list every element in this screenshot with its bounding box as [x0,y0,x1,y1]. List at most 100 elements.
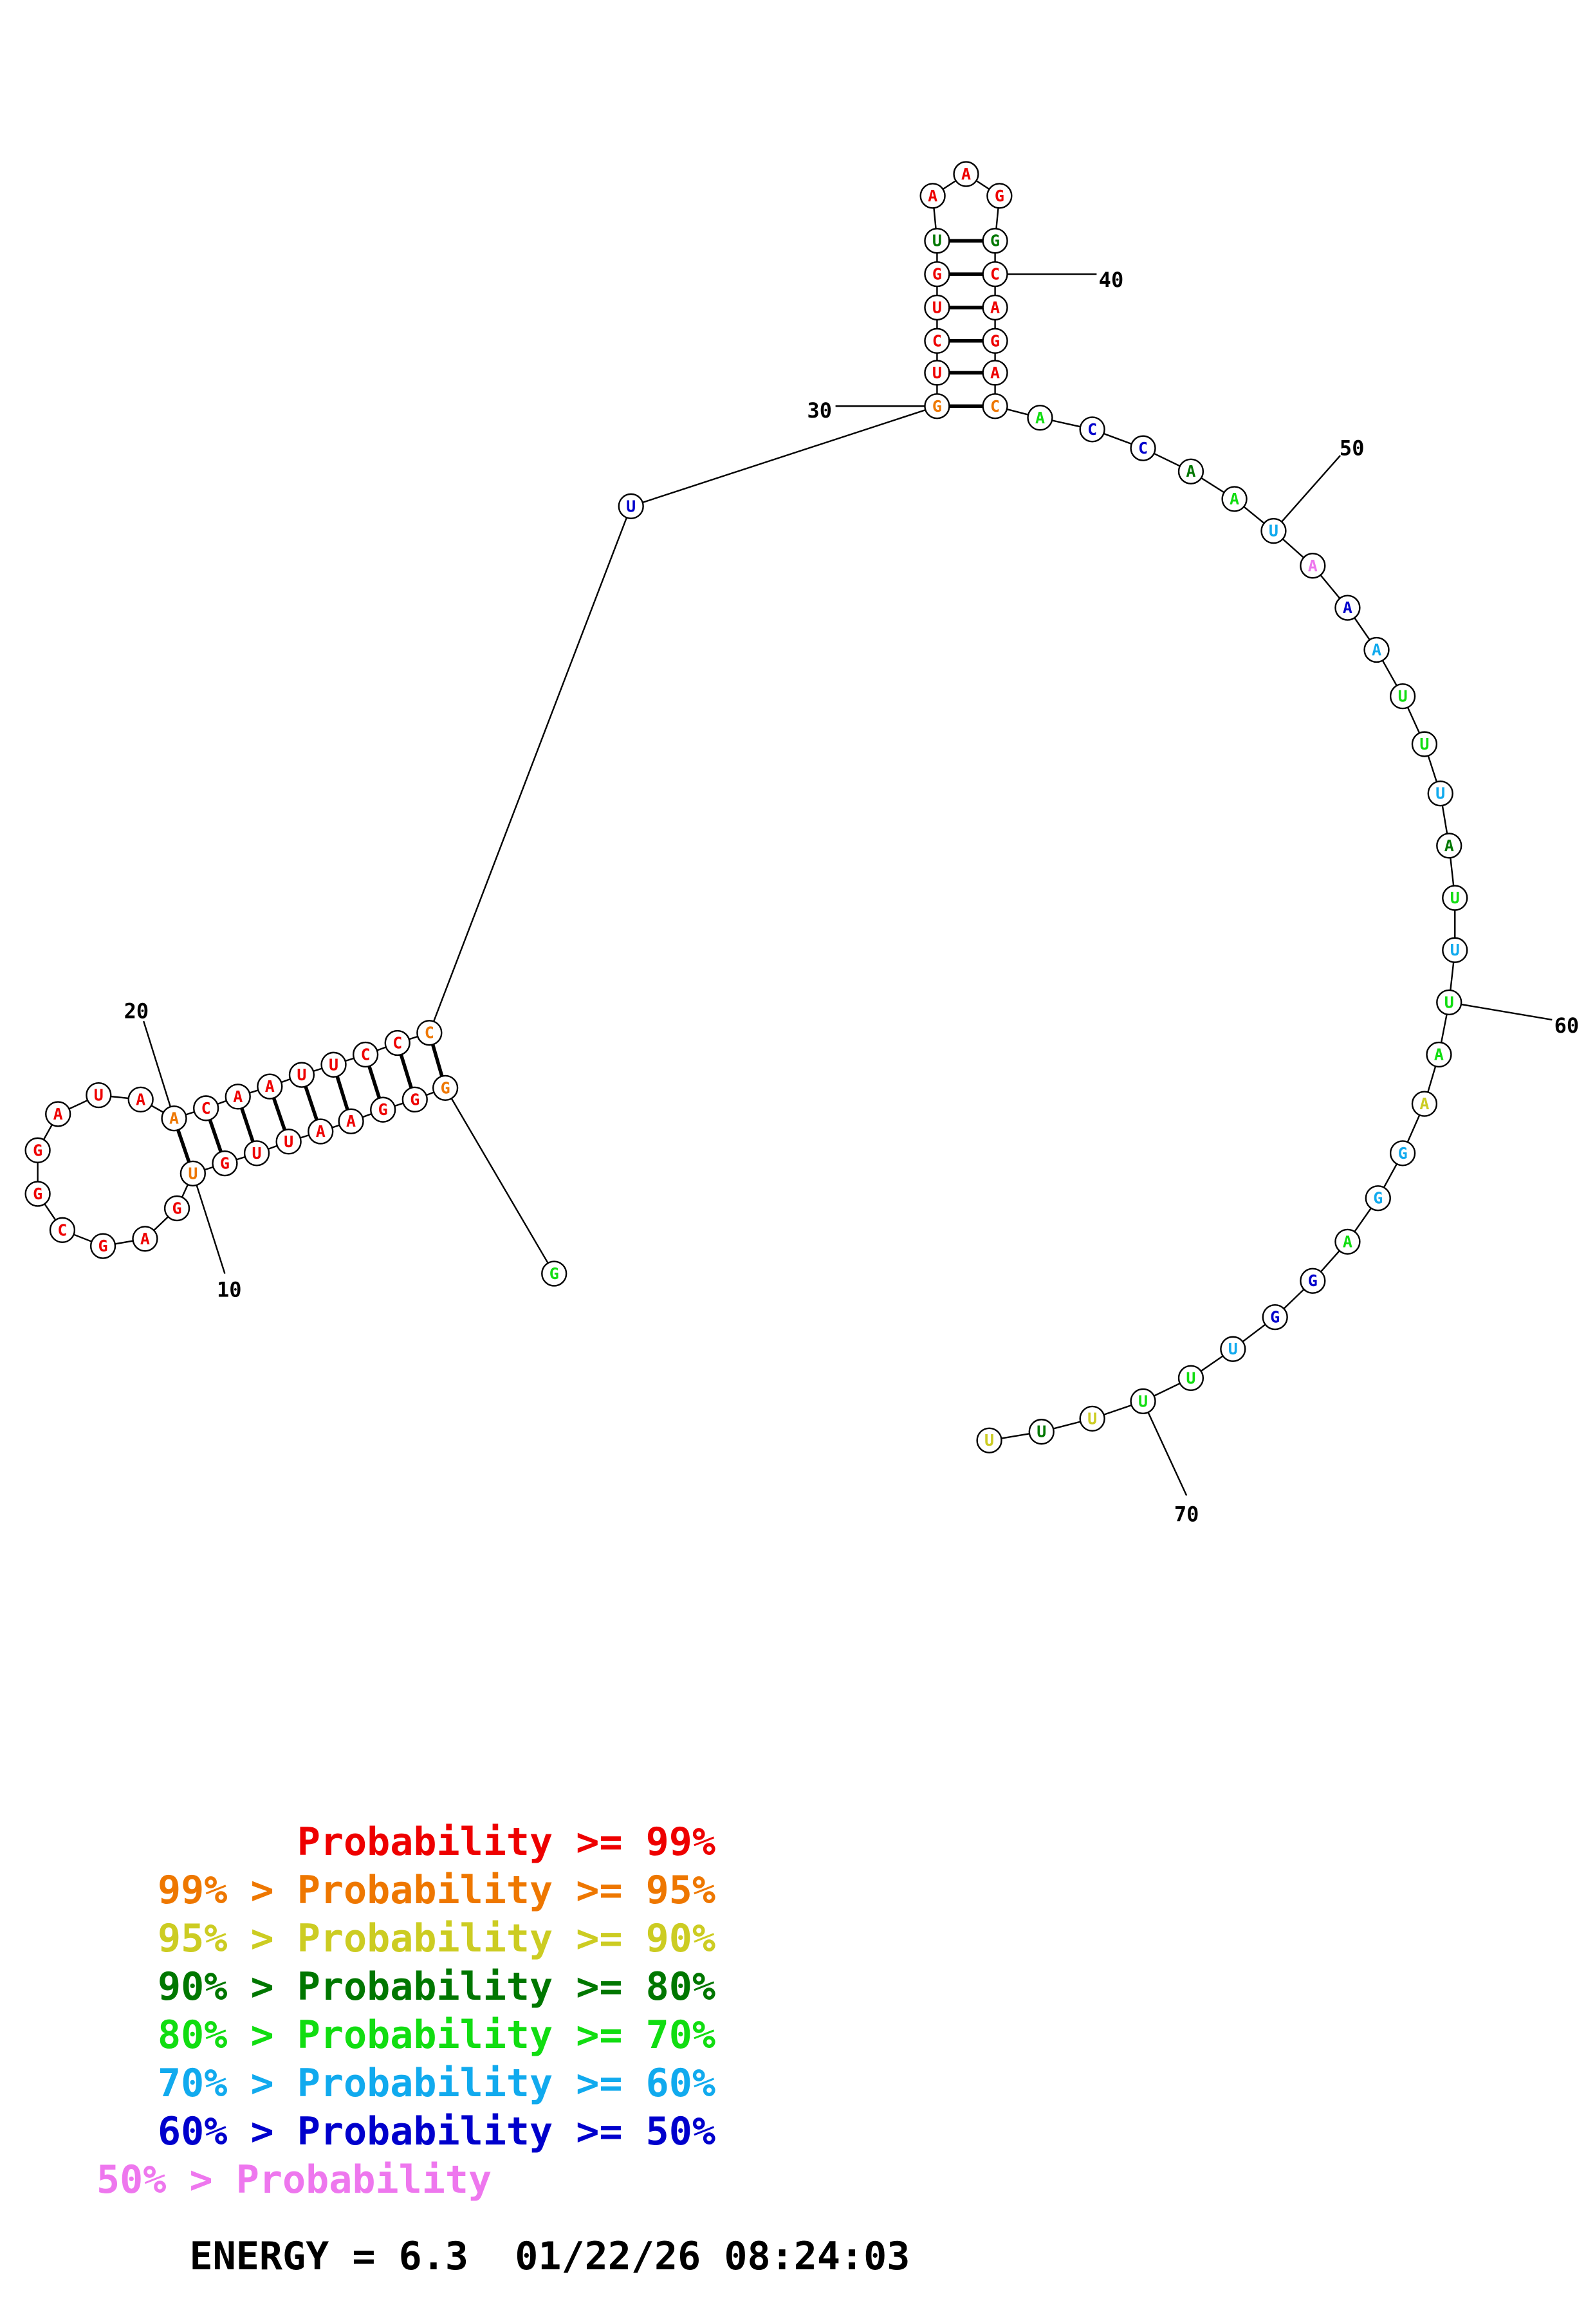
nucleotide-circle [163,1195,190,1222]
nucleotide-42: G [982,327,1008,354]
nucleotide-circle [924,360,950,386]
nucleotide-64: G [1365,1185,1391,1212]
nucleotide-circle [401,1086,428,1113]
nucleotide-circle [1300,553,1326,579]
nucleotide-circle [1426,1041,1452,1068]
nucleotide-circle [1442,885,1468,911]
nucleotide-55: U [1411,731,1438,757]
nucleotide-base: G [932,397,942,416]
nucleotide-circle [416,1020,443,1046]
nucleotide-circle [161,1105,187,1132]
nucleotide-2: G [432,1074,459,1102]
base-pairs [176,239,985,1164]
nucleotide-34: G [924,261,950,288]
nucleotide-base: A [233,1087,243,1106]
base-pair-4-26 [367,1064,382,1100]
nucleotide-base: C [57,1221,67,1239]
nucleotide-base: U [1450,941,1460,959]
nucleotide-base: G [990,232,1000,250]
nucleotide-circle [982,228,1008,254]
nucleotide-23: A [257,1073,283,1100]
nucleotide-31: U [924,360,950,386]
nucleotide-44: C [982,393,1008,420]
nucleotide-base: U [1087,1409,1097,1428]
nucleotide-68: U [1220,1336,1246,1362]
nucleotide-circle [257,1073,283,1100]
nucleotide-3: G [401,1086,428,1113]
nucleotide-base: C [990,265,1000,284]
nucleotide-48: A [1177,458,1204,484]
nucleotide-base: G [990,331,1000,350]
nucleotide-circle [127,1086,154,1113]
nucleotide-22: A [225,1084,251,1110]
base-pair-8-22 [239,1106,255,1144]
nucleotide-1: G [541,1260,567,1287]
nucleotide-base: A [1434,1046,1444,1064]
nucleotide-58: U [1442,885,1468,911]
nucleotide-51: A [1300,553,1326,579]
nucleotide-base: C [932,331,942,350]
tick-line-50 [1273,455,1341,531]
nucleotide-circle [1130,1388,1156,1414]
base-pair-10-20 [176,1128,191,1164]
nucleotide-base: A [316,1122,326,1141]
nucleotide-base: A [1343,1232,1352,1251]
tick-label-40: 40 [1099,268,1124,292]
nucleotide-circle [924,327,950,354]
nucleotide-18: U [86,1082,112,1109]
nucleotide-67: G [1262,1304,1288,1331]
nucleotide-base: G [98,1237,108,1255]
nucleotide-circle [384,1029,410,1056]
nucleotide-base: U [1450,889,1460,907]
nucleotide-base: G [220,1154,230,1173]
nucleotide-54: U [1389,683,1416,710]
nucleotide-25: U [320,1051,347,1078]
nucleotide-27: C [384,1029,410,1056]
nucleotide-8: U [243,1140,270,1167]
nucleotide-circle [1130,435,1156,461]
nucleotide-base: G [378,1100,388,1119]
nucleotide-circle [1027,405,1053,431]
nucleotide-base: G [549,1264,559,1283]
nucleotide-72: U [1028,1419,1055,1445]
nucleotide-base: A [346,1112,356,1130]
nucleotide-40: C [982,261,1008,288]
nucleotide-37: A [953,161,979,187]
nucleotide-49: A [1221,486,1248,512]
nucleotide-base: U [932,232,942,250]
nucleotide-base: G [1373,1189,1383,1208]
nucleotide-36: A [919,183,946,209]
nucleotide-circle [924,294,950,321]
nucleotide-circle [24,1137,51,1163]
backbone [37,173,1456,1441]
nucleotide-circle [225,1084,251,1110]
nucleotide-46: C [1079,416,1105,443]
nucleotide-14: C [49,1217,76,1243]
nucleotide-circle [352,1041,379,1068]
nucleotide-circle [132,1226,158,1252]
nucleotide-circle [212,1150,238,1177]
nucleotide-base: A [169,1109,179,1128]
nucleotide-base: G [932,265,942,284]
nucleotide-circle [924,393,950,420]
nucleotide-10: U [180,1160,206,1187]
nucleotide-base: U [932,298,942,317]
nucleotide-base: U [1444,993,1454,1011]
nucleotide-base: A [928,187,937,205]
nucleotide-circle [1442,937,1468,963]
nucleotide-63: G [1389,1140,1416,1167]
nucleotide-circle [1334,1228,1361,1255]
nucleotide-base: A [1230,490,1239,508]
nucleotide-32: C [924,327,950,354]
nucleotide-4: G [370,1096,396,1123]
nucleotide-circle [953,161,979,187]
nucleotide-circle [1221,486,1248,512]
tick-line-10 [192,1173,226,1274]
nucleotide-47: C [1130,435,1156,461]
nucleotide-base: U [1269,522,1278,540]
nucleotide-base: U [1398,687,1408,706]
nucleotide-base: A [990,298,1000,317]
nucleotide-circle [618,493,644,519]
nucleotide-circle [432,1074,459,1102]
